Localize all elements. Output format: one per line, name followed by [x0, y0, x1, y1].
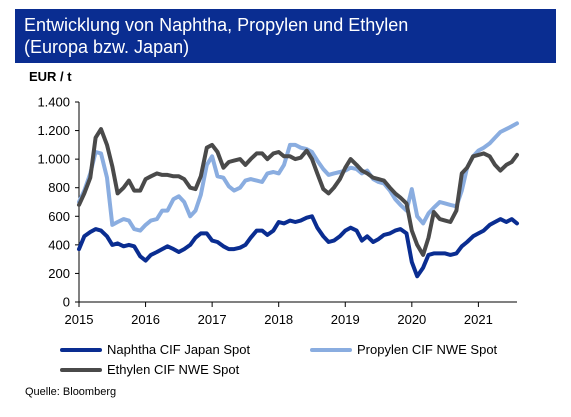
y-tick-label: 1.000 — [37, 152, 70, 167]
x-tick-label: 2021 — [464, 312, 493, 327]
y-tick-label: 400 — [48, 237, 70, 252]
x-tick-label: 2020 — [397, 312, 426, 327]
legend-swatch-propylen — [310, 348, 352, 352]
y-tick-label: 600 — [48, 209, 70, 224]
legend-label-propylen: Propylen CIF NWE Spot — [357, 342, 498, 357]
legend-label-naphtha: Naphtha CIF Japan Spot — [107, 342, 251, 357]
chart-title: Entwicklung von Naphtha, Propylen und Et… — [24, 15, 409, 35]
y-axis-label: EUR / t — [29, 69, 72, 84]
x-tick-label: 2018 — [264, 312, 293, 327]
x-tick-label: 2015 — [65, 312, 94, 327]
x-tick-label: 2017 — [198, 312, 227, 327]
legend-swatch-naphtha — [60, 348, 102, 352]
legend-label-ethylen: Ethylen CIF NWE Spot — [107, 362, 240, 377]
chart-subtitle: (Europa bzw. Japan) — [24, 37, 190, 57]
y-tick-label: 0 — [63, 295, 70, 310]
series-line-ethylen — [77, 127, 519, 257]
series-line-naphtha — [77, 214, 519, 279]
source-note: Quelle: Bloomberg — [25, 386, 117, 398]
y-tick-label: 1.400 — [37, 95, 70, 110]
y-tick-label: 200 — [48, 266, 70, 281]
title-bar: Entwicklung von Naphtha, Propylen und Et… — [15, 9, 556, 63]
y-tick-label: 800 — [48, 180, 70, 195]
series-line-propylen — [77, 121, 519, 233]
x-tick-label: 2019 — [331, 312, 360, 327]
y-tick-label: 1.200 — [37, 123, 70, 138]
x-tick-label: 2016 — [131, 312, 160, 327]
legend-swatch-ethylen — [60, 368, 102, 372]
